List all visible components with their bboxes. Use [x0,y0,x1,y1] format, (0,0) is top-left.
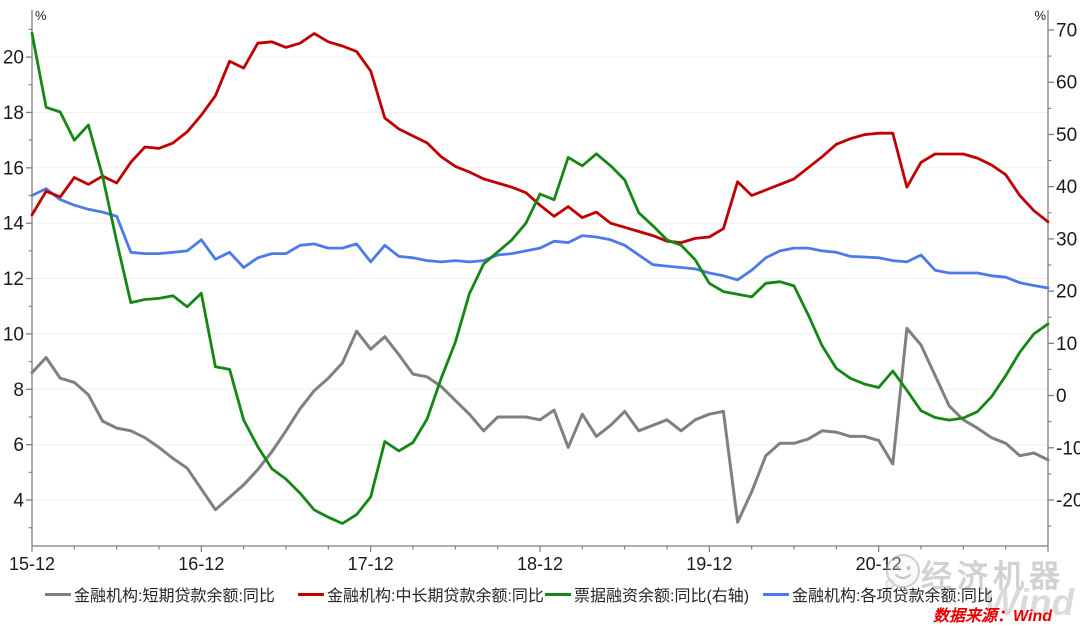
data-source-label: 数据来源：Wind [933,608,1052,625]
legend-label-medium-long-term-loans: 金融机构:中长期贷款余额:同比 [327,588,544,605]
series-medium-long-term-loans-line [30,32,1050,245]
x-axis-tick-label: 19-12 [686,554,732,574]
x-axis-tick-label: 16-12 [178,554,224,574]
y-axis-right-tick-label: 30 [1056,229,1077,250]
watermark-brand-text: 经济机器 [921,559,1065,594]
y-axis-right-tick-label: 50 [1056,125,1077,146]
series-short-term-loans-line [30,326,1050,524]
series-bill-financing-line [30,31,1050,525]
series-all-loans-line [30,187,1050,290]
legend-label-all-loans: 金融机构:各项贷款余额:同比 [792,588,993,605]
y-axis-right-tick-label: 0 [1056,386,1067,407]
y-axis-left-unit-label: % [35,8,47,23]
x-axis-tick-label: 20-12 [856,554,902,574]
y-axis-left-tick-label: 12 [3,269,24,290]
legend-swatch-all-loans-icon [763,592,789,596]
y-axis-right-unit-label: % [1034,8,1046,23]
y-axis-left-tick-label: 18 [3,103,24,124]
legend-swatch-medium-long-term-loans-icon [298,592,324,596]
legend-swatch-short-term-loans-icon [45,592,71,596]
y-axis-left-tick-label: 10 [3,324,24,345]
watermark-wind-text: Wind [984,582,1075,623]
legend-item-short-term-loans: 金融机构:短期贷款余额:同比 [45,583,275,605]
legend-swatch-bill-financing-icon [545,592,571,596]
y-axis-left-tick-label: 16 [3,158,24,179]
y-axis-right-tick-label: -10 [1056,438,1080,459]
legend-item-bill-financing: 票据融资余额:同比(右轴) [545,583,749,605]
wechat-account-logo-icon [885,554,920,589]
y-axis-left-tick-label: 4 [13,491,24,512]
y-axis-right-tick-label: 60 [1056,73,1077,94]
legend-item-all-loans: 金融机构:各项贷款余额:同比 [763,583,993,605]
x-axis-tick-label: 17-12 [348,554,394,574]
x-axis-tick-label: 15-12 [9,554,55,574]
y-axis-left-tick-label: 8 [13,380,24,401]
y-axis-right-tick-label: 10 [1056,334,1077,355]
y-axis-left-tick-label: 6 [13,435,24,456]
legend-label-short-term-loans: 金融机构:短期贷款余额:同比 [74,588,275,605]
legend-label-bill-financing: 票据融资余额:同比(右轴) [574,588,750,605]
y-axis-left-tick-label: 14 [3,214,25,235]
y-axis-right-tick-label: -20 [1056,490,1080,511]
y-axis-right-tick-label: 70 [1056,21,1077,42]
x-axis-tick-label: 18-12 [517,554,563,574]
y-axis-right-tick-label: 40 [1056,177,1077,198]
legend-item-medium-long-term-loans: 金融机构:中长期贷款余额:同比 [298,583,544,605]
chart-legend: 金融机构:短期贷款余额:同比 金融机构:中长期贷款余额:同比 票据融资余额:同比… [0,583,1080,605]
y-axis-right-tick-label: 20 [1056,282,1077,303]
y-axis-left-tick-label: 20 [3,48,24,69]
